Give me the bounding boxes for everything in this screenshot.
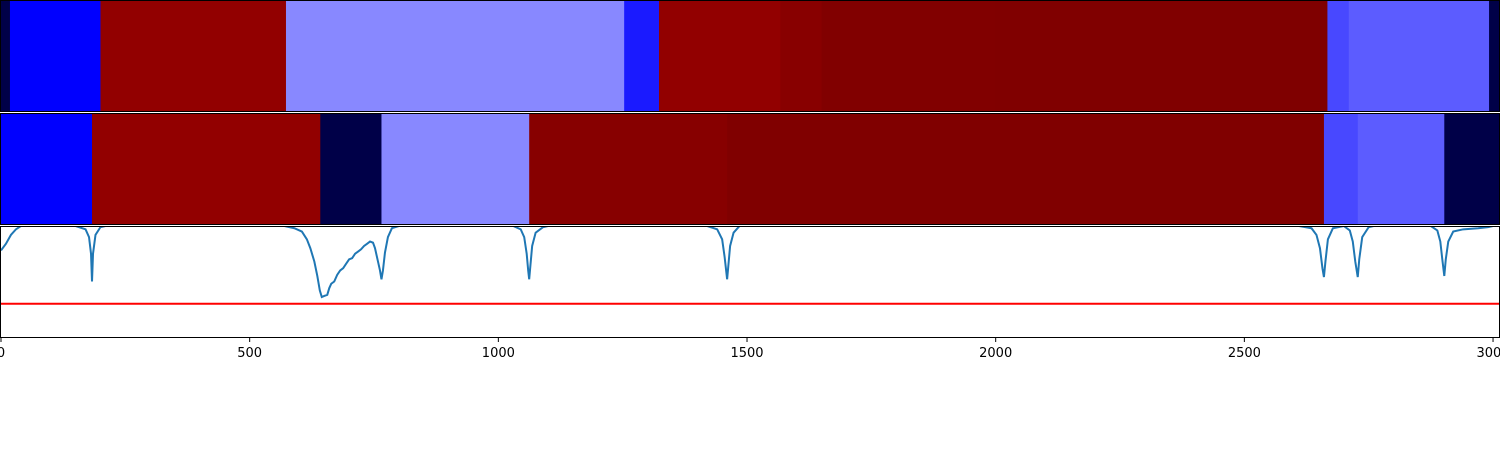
- x-tick-label: 1500: [730, 346, 763, 361]
- heatmap-segment: [1327, 1, 1350, 111]
- heatmap-segment: [1, 1, 11, 111]
- signal-line: [1, 226, 1499, 299]
- x-tick-label: 2000: [979, 346, 1012, 361]
- heatmap-segment: [780, 1, 823, 111]
- heatmap-segment: [1348, 1, 1490, 111]
- heatmap-segment: [727, 114, 1325, 224]
- signal-line-panel: [1, 226, 1499, 305]
- heatmap-segment: [1323, 114, 1359, 224]
- x-tick-label: 3000: [1476, 346, 1500, 361]
- heatmap-segment: [624, 1, 660, 111]
- heatmap-segment: [285, 1, 625, 111]
- x-tick-label: 500: [237, 346, 262, 361]
- heatmap-segment: [381, 114, 530, 224]
- heatmap-strip-top: [1, 1, 1500, 111]
- x-tick-label: 2500: [1228, 346, 1261, 361]
- heatmap-segment: [1, 114, 93, 224]
- heatmap-segment: [320, 114, 382, 224]
- line-panel-frame: [0, 226, 1500, 338]
- x-tick-label: 0: [0, 346, 5, 361]
- x-tick-label: 1000: [482, 346, 515, 361]
- heatmap-segment: [1219, 1, 1328, 111]
- heatmap-segment: [529, 114, 728, 224]
- heatmap-segment: [92, 114, 321, 224]
- heatmap-segment: [1357, 114, 1445, 224]
- heatmap-segment: [9, 1, 101, 111]
- heatmap-segment: [100, 1, 287, 111]
- heatmap-segment: [658, 1, 781, 111]
- heatmap-segment: [1444, 114, 1500, 224]
- heatmap-segment: [821, 1, 997, 111]
- x-axis: 0 500 1000 1500 2000 2500 3000: [0, 337, 1500, 361]
- heatmap-strip-middle: [1, 114, 1500, 224]
- heatmap-segment: [995, 1, 1220, 111]
- heatmap-segment: [1489, 1, 1500, 111]
